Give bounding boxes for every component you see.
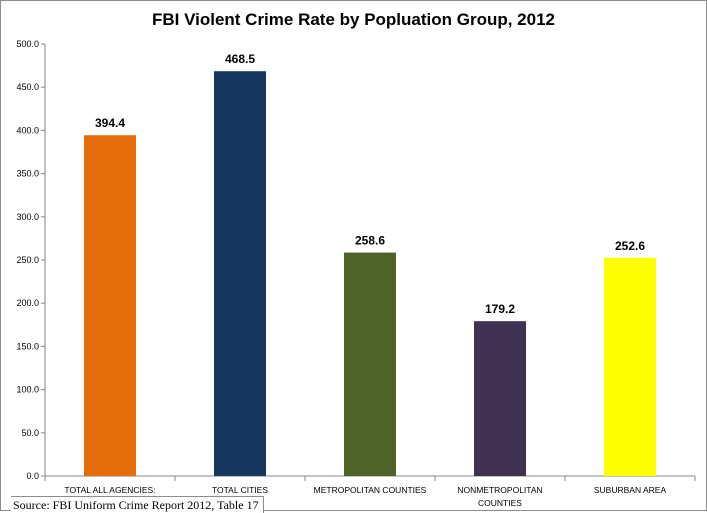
y-tick-label: 450.0 <box>16 82 39 92</box>
category-label-1: TOTAL ALL AGENCIES: <box>64 485 155 495</box>
bar-2 <box>214 71 266 476</box>
data-label-4: 179.2 <box>485 302 515 316</box>
y-tick-label: 250.0 <box>16 255 39 265</box>
category-label-3: METROPOLITAN COUNTIES <box>314 485 427 495</box>
chart-title: FBI Violent Crime Rate by Popluation Gro… <box>151 10 556 29</box>
source-note: Source: FBI Uniform Crime Report 2012, T… <box>11 496 264 513</box>
data-label-1: 394.4 <box>95 116 125 130</box>
y-tick-label: 0.0 <box>26 471 39 481</box>
bar-1 <box>84 135 136 476</box>
category-label-5: SUBURBAN AREA <box>594 485 667 495</box>
y-tick-label: 500.0 <box>16 39 39 49</box>
data-label-2: 468.5 <box>225 52 255 66</box>
y-tick-label: 200.0 <box>16 298 39 308</box>
category-label-2: TOTAL CITIES <box>212 485 268 495</box>
bar-5 <box>604 257 656 476</box>
y-tick-label: 400.0 <box>16 125 39 135</box>
bar-3 <box>344 252 396 476</box>
y-tick-label: 150.0 <box>16 341 39 351</box>
y-tick-label: 300.0 <box>16 212 39 222</box>
data-label-5: 252.6 <box>615 239 645 253</box>
y-tick-label: 50.0 <box>21 428 39 438</box>
bar-4 <box>474 321 526 476</box>
category-label-4: NONMETROPOLITAN COUNTIES <box>457 485 542 508</box>
data-label-3: 258.6 <box>355 234 385 248</box>
y-tick-label: 350.0 <box>16 169 39 179</box>
y-tick-label: 100.0 <box>16 385 39 395</box>
